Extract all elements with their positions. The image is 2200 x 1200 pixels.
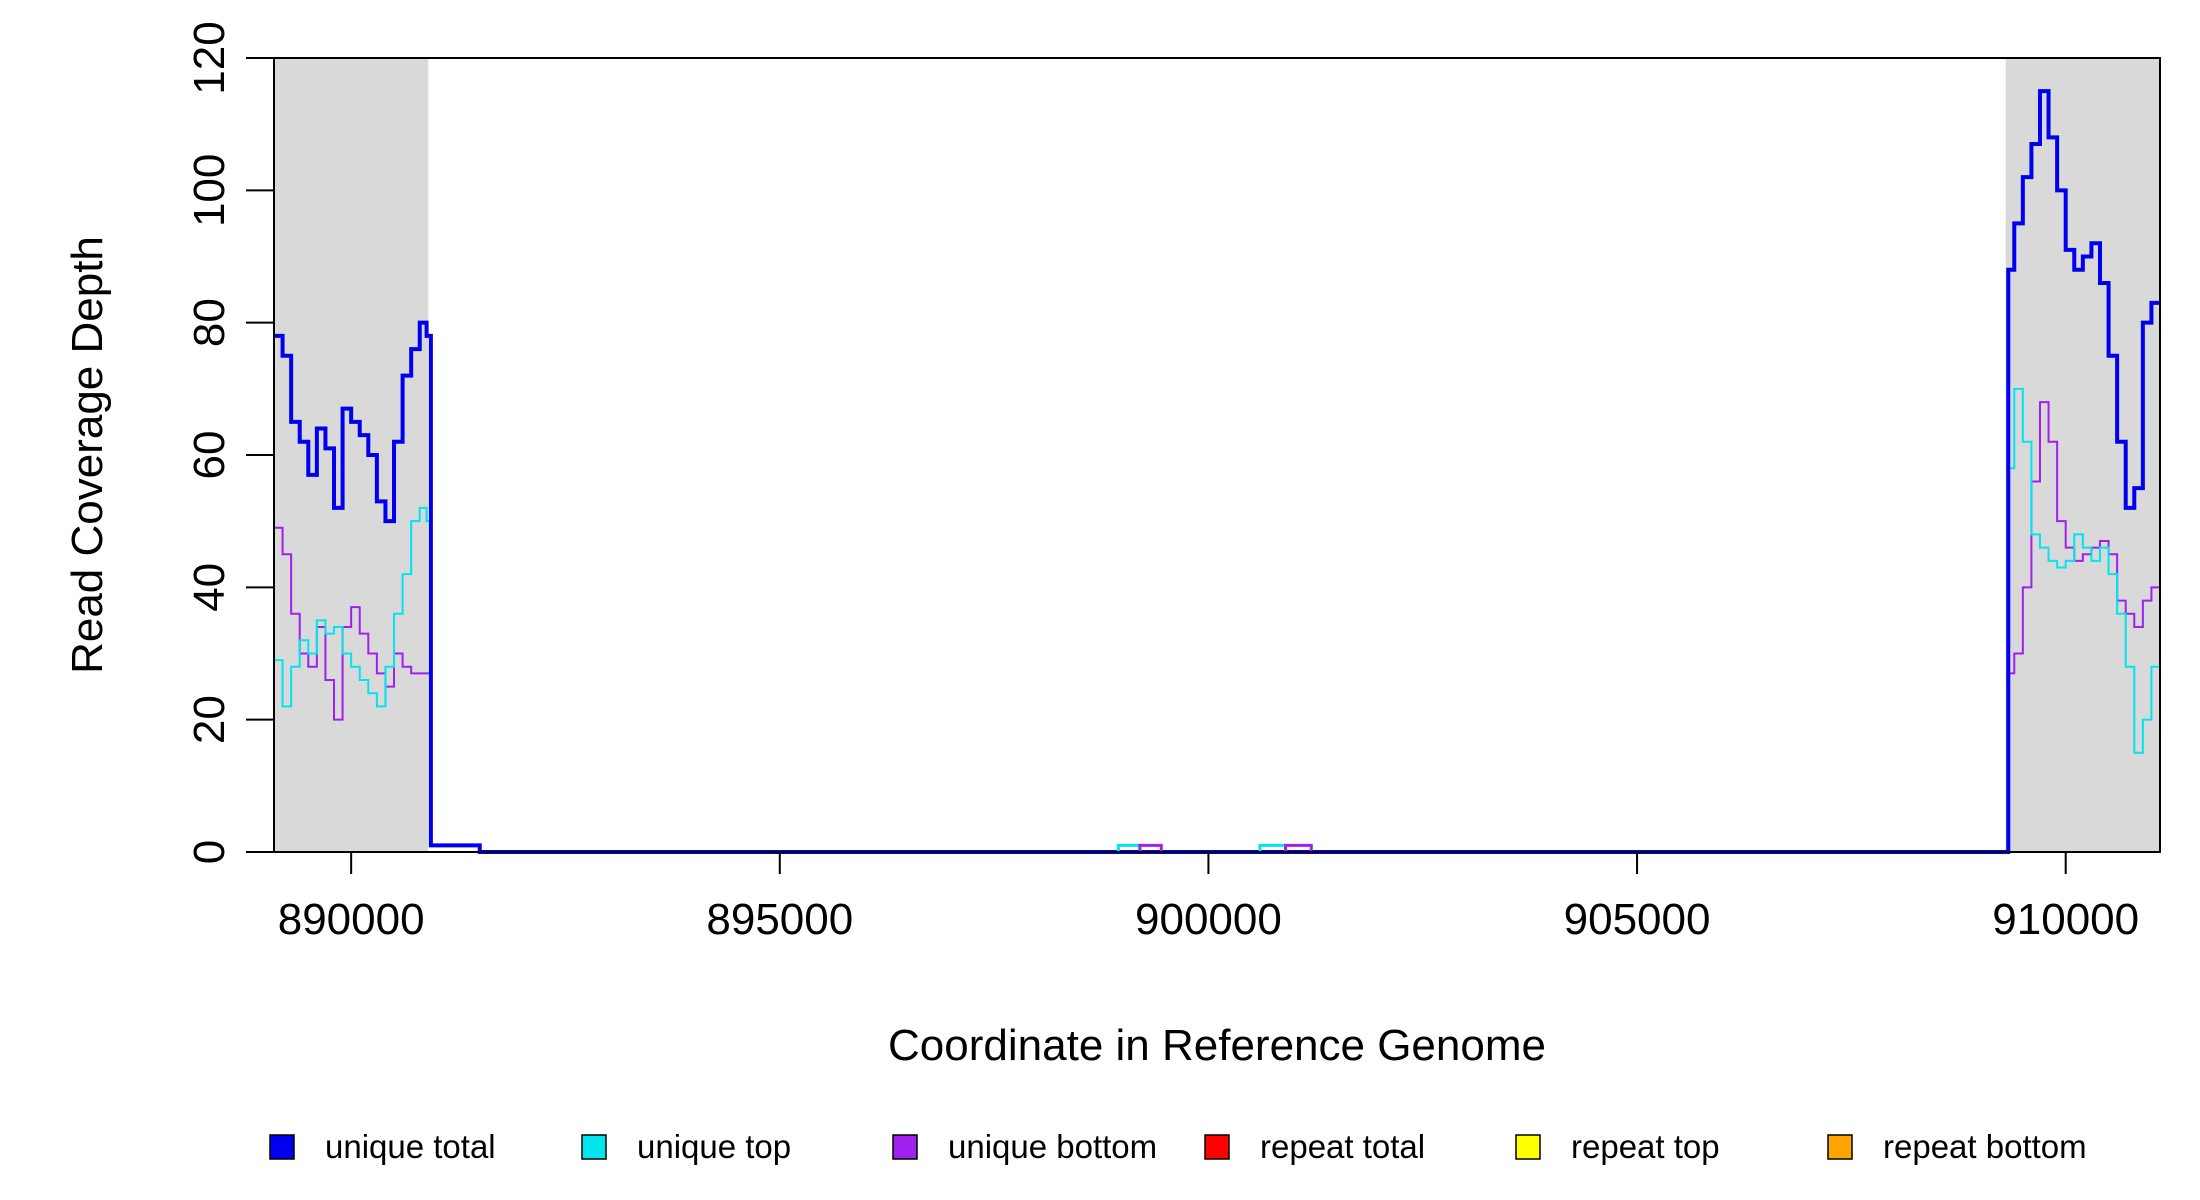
- y-tick-label-4: 60: [185, 431, 234, 480]
- legend-swatch-3: [892, 1134, 918, 1160]
- y-tick-label-1: 0: [185, 840, 234, 864]
- x-tick-label-3: 900000: [1135, 895, 1282, 944]
- legend-swatch-5: [1515, 1134, 1541, 1160]
- y-tick-label-6: 100: [185, 154, 234, 227]
- series-line-unique-top: [274, 387, 2161, 853]
- plot-frame: [273, 57, 2161, 853]
- y-tick-label-7: 120: [185, 21, 234, 94]
- legend-label-6: repeat bottom: [1883, 1128, 2087, 1165]
- legend-swatch-2: [581, 1134, 607, 1160]
- x-tick-label-1: 890000: [278, 895, 425, 944]
- blip-1-2: [1138, 843, 1163, 852]
- x-tick-label-2: 895000: [706, 895, 853, 944]
- y-axis-title: Read Coverage Depth: [63, 236, 112, 674]
- shaded-regions: [274, 58, 2160, 852]
- blip-2-2: [1284, 843, 1313, 852]
- legend-swatch-1: [269, 1134, 295, 1160]
- series-line-unique-bottom: [274, 401, 2160, 853]
- legend-label-3: unique bottom: [948, 1128, 1157, 1165]
- legend-label-2: unique top: [637, 1128, 791, 1165]
- series-lines: [274, 89, 2161, 854]
- y-tick-label-3: 40: [185, 563, 234, 612]
- legend-label-1: unique total: [325, 1128, 496, 1165]
- series-line-unique-total: [274, 89, 2160, 854]
- y-tick-label-2: 20: [185, 695, 234, 744]
- x-tick-label-5: 910000: [1992, 895, 2139, 944]
- x-tick-label-4: 905000: [1564, 895, 1711, 944]
- legend-swatch-4: [1204, 1134, 1230, 1160]
- legend-swatch-6: [1827, 1134, 1853, 1160]
- x-axis-title: Coordinate in Reference Genome: [888, 1021, 1546, 1070]
- y-tick-label-5: 80: [185, 298, 234, 347]
- legend: unique total unique top unique bottom repea…: [269, 1128, 2087, 1165]
- shaded-region-1: [274, 58, 429, 852]
- legend-label-4: repeat total: [1260, 1128, 1425, 1165]
- y-axis: 0 20 40 60 80 100 120: [185, 21, 274, 864]
- legend-label-5: repeat top: [1571, 1128, 1720, 1165]
- x-axis: 890000 895000 900000 905000 910000: [278, 852, 2139, 944]
